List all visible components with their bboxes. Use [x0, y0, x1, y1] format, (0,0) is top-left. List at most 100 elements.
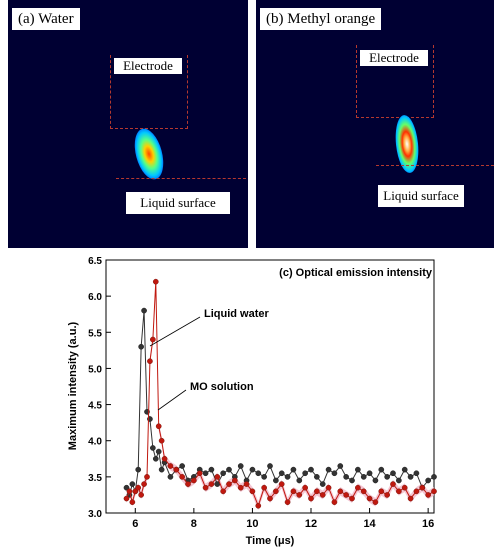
mo-data-point	[261, 484, 267, 491]
water-data-point	[167, 474, 174, 480]
mo-data-point	[126, 488, 133, 495]
water-data-point	[390, 470, 396, 477]
mo-data-point	[360, 488, 367, 495]
mo-data-point	[267, 495, 273, 502]
y-tick-label: 6.5	[88, 256, 102, 267]
water-data-point	[284, 474, 291, 480]
series-layer	[123, 278, 437, 509]
mo-data-point	[123, 495, 130, 502]
mo-data-point	[372, 499, 379, 506]
x-tick-label: 16	[422, 518, 434, 530]
water-data-point	[226, 466, 232, 473]
mo-data-point	[273, 488, 279, 495]
mo-data-point	[255, 502, 262, 509]
water-data-point	[249, 466, 256, 473]
mo-data-point	[158, 437, 165, 444]
mo-data-point	[413, 488, 420, 495]
mo-annotation: MO solution	[190, 381, 254, 393]
water-data-point	[155, 448, 162, 455]
water-data-point	[396, 477, 402, 484]
water-data-point	[135, 466, 142, 473]
water-pointer-line	[149, 316, 201, 347]
mo-data-point	[390, 481, 396, 487]
mo-data-point	[384, 492, 390, 498]
water-data-point	[255, 470, 262, 477]
liquid-surface-label: Liquid surface	[126, 192, 230, 214]
mo-data-point	[249, 488, 256, 495]
y-axis-label: Maximum intensity (a.u.)	[67, 321, 79, 450]
axis-ticks: 6 8 10 12 14 16 3.0 3.5 4.0 4.5 5.0 5.5 6.0 6.5	[88, 256, 434, 530]
mo-discharge-image: (b) Methyl orange Electrode Liquid surfa…	[256, 0, 494, 248]
mo-data-point	[308, 495, 314, 502]
mo-data-point	[237, 484, 244, 491]
mo-data-point	[232, 477, 238, 484]
mo-data-point	[355, 484, 361, 491]
y-tick-label: 6.0	[88, 292, 102, 303]
mo-data-point	[196, 470, 203, 477]
mo-data-point	[243, 481, 250, 487]
mo-data-point	[419, 484, 426, 491]
mo-data-point	[179, 474, 185, 480]
water-data-point	[308, 466, 314, 473]
mo-data-point	[331, 499, 338, 506]
mo-data-point	[155, 423, 162, 430]
x-tick-label: 10	[246, 518, 258, 530]
x-tick-label: 6	[132, 518, 138, 530]
water-data-point	[208, 466, 215, 473]
mo-data-point	[407, 495, 414, 502]
water-data-point	[150, 445, 156, 451]
electrode-outline	[110, 55, 188, 129]
y-tick-label: 4.5	[88, 401, 102, 412]
mo-data-point	[141, 481, 147, 487]
mo-data-point	[191, 477, 197, 484]
mo-data-point	[129, 499, 136, 506]
y-tick-label: 3.0	[88, 509, 102, 520]
water-data-point	[278, 470, 285, 477]
plasma-emission	[129, 125, 169, 183]
x-tick-label: 8	[191, 518, 197, 530]
water-data-point	[296, 477, 303, 484]
mo-data-point	[314, 488, 320, 495]
water-data-point	[372, 477, 379, 484]
mo-data-point	[161, 455, 168, 462]
water-data-point	[401, 466, 408, 473]
mo-pointer-line	[157, 389, 187, 411]
y-tick-label: 4.0	[88, 437, 102, 448]
mo-data-point	[431, 488, 437, 495]
water-data-point	[129, 481, 136, 487]
mo-data-point	[185, 481, 191, 487]
surface-line	[376, 165, 494, 166]
water-data-point	[425, 477, 431, 484]
mo-data-point	[147, 358, 153, 365]
water-data-point	[290, 466, 297, 473]
mo-data-point	[135, 484, 142, 491]
mo-data-point	[284, 499, 291, 506]
water-data-point	[220, 470, 226, 477]
water-data-point	[355, 466, 361, 473]
water-data-point	[141, 307, 147, 314]
mo-data-point	[152, 278, 159, 285]
water-data-point	[202, 470, 209, 477]
water-data-point	[179, 463, 185, 469]
chart-title: (c) Optical emission intensity	[279, 267, 433, 279]
water-data-point	[314, 474, 320, 480]
mo-data-point	[343, 492, 349, 498]
mo-data-point	[349, 495, 355, 502]
mo-data-point	[208, 481, 215, 487]
electrode-label: Electrode	[360, 50, 428, 66]
water-data-point	[343, 474, 349, 480]
water-data-point	[267, 463, 273, 469]
mo-data-point	[138, 492, 144, 498]
mo-data-point	[378, 488, 385, 495]
mo-data-point	[173, 466, 180, 473]
water-data-point	[237, 463, 244, 469]
mo-data-point	[319, 492, 326, 498]
mo-data-point	[396, 488, 402, 495]
electrode-outline	[356, 45, 434, 118]
water-data-point	[360, 474, 367, 480]
x-axis-label: Time (μs)	[246, 535, 295, 547]
mo-data-point	[296, 492, 303, 498]
mo-data-point	[337, 488, 344, 495]
water-data-point	[366, 470, 373, 477]
liquid-surface-label: Liquid surface	[378, 185, 464, 207]
